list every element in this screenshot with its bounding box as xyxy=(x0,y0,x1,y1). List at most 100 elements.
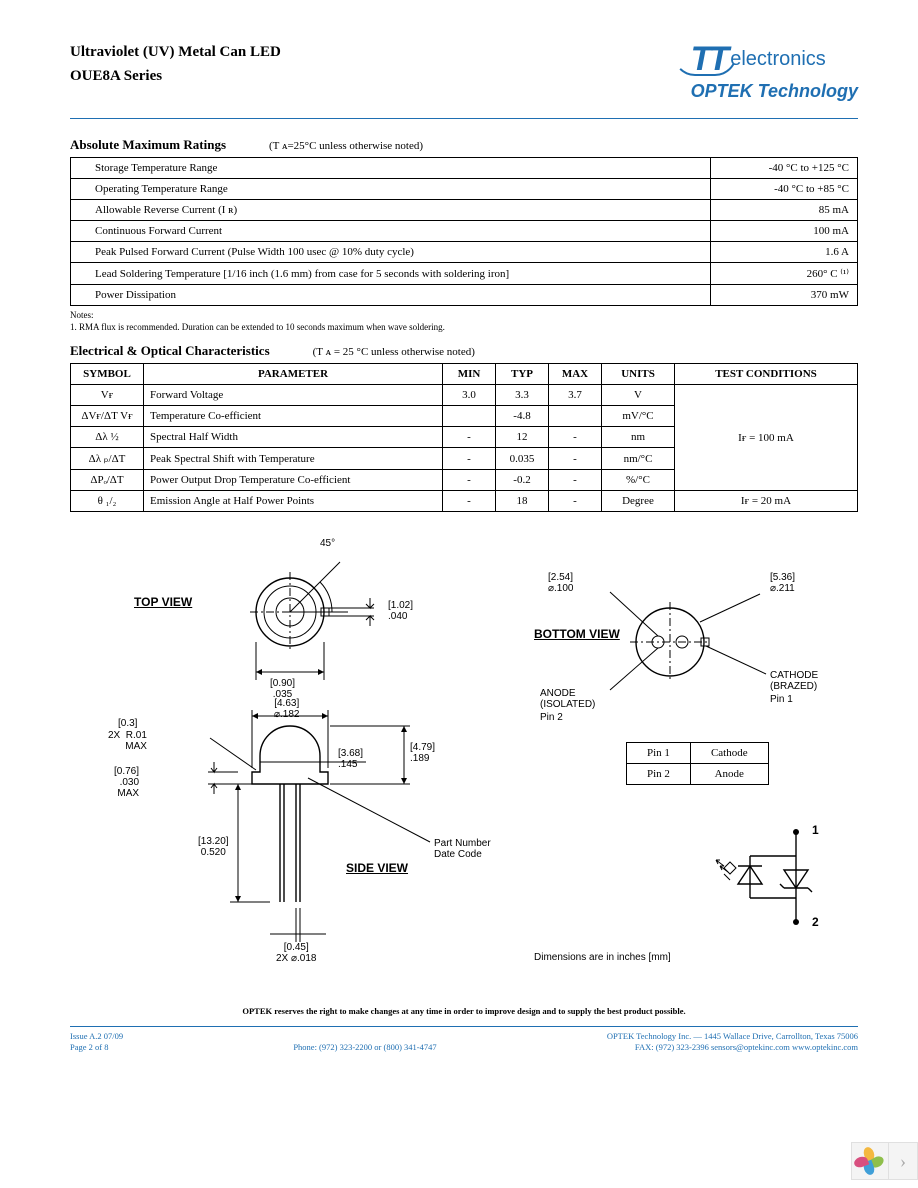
cell: Peak Spectral Shift with Temperature xyxy=(144,448,443,470)
footer-contact: FAX: (972) 323-2396 sensors@optekinc.com… xyxy=(607,1042,858,1053)
notes-label: Notes: xyxy=(70,310,858,322)
rating-label: Storage Temperature Range xyxy=(71,158,711,179)
cell: Δλ ₚ/ΔT xyxy=(71,448,144,470)
cell: - xyxy=(549,491,602,512)
cell: Forward Voltage xyxy=(144,385,443,406)
cell: -0.2 xyxy=(496,470,549,491)
cell: - xyxy=(549,448,602,470)
cell: Δλ ½ xyxy=(71,427,144,448)
next-page-chevron-icon[interactable]: › xyxy=(888,1143,917,1179)
dim-45: 45° xyxy=(320,538,335,549)
ratings-title: Absolute Maximum Ratings xyxy=(70,137,226,152)
table-row: Storage Temperature Range-40 °C to +125 … xyxy=(71,158,858,179)
table-row: Pin 1Cathode xyxy=(627,743,769,764)
footer-left: Issue A.2 07/09 Page 2 of 8 xyxy=(70,1031,123,1053)
rating-label: Continuous Forward Current xyxy=(71,221,711,242)
pin1-label: Pin 1 xyxy=(770,694,793,705)
table-row: θ ₁/₂Emission Angle at Half Power Points… xyxy=(71,491,858,512)
cell: Iғ = 20 mA xyxy=(675,491,858,512)
cell: 3.3 xyxy=(496,385,549,406)
mechanical-diagram: TOP VIEW 45° [1.02] .040 [0.90] .035 xyxy=(70,532,858,1002)
cell: ΔVғ/ΔT Vғ xyxy=(71,406,144,427)
title-block: Ultraviolet (UV) Metal Can LED OUE8A Ser… xyxy=(70,40,281,88)
cell: - xyxy=(443,491,496,512)
header-divider xyxy=(70,118,858,119)
table-row: Lead Soldering Temperature [1/16 inch (1… xyxy=(71,263,858,285)
chars-note: (T ᴀ = 25 °C unless otherwise noted) xyxy=(313,346,475,358)
table-row: Operating Temperature Range-40 °C to +85… xyxy=(71,179,858,200)
column-header: MAX xyxy=(549,364,602,385)
column-header: MIN xyxy=(443,364,496,385)
cell: mV/°C xyxy=(602,406,675,427)
footer-issue: Issue A.2 07/09 xyxy=(70,1031,123,1042)
ratings-heading-row: Absolute Maximum Ratings (T ᴀ=25°C unles… xyxy=(70,137,858,153)
cell: 0.035 xyxy=(496,448,549,470)
ratings-note: (T ᴀ=25°C unless otherwise noted) xyxy=(269,140,423,152)
title-line1: Ultraviolet (UV) Metal Can LED xyxy=(70,40,281,64)
top-view-label: TOP VIEW xyxy=(134,596,192,609)
bottom-view-label: BOTTOM VIEW xyxy=(534,628,620,641)
test-condition: Iғ = 100 mA xyxy=(675,385,858,491)
rating-value: 1.6 A xyxy=(711,242,858,263)
ratings-table: Storage Temperature Range-40 °C to +125 … xyxy=(70,157,858,306)
ratings-notes: Notes: 1. RMA flux is recommended. Durat… xyxy=(70,310,858,333)
cell: Spectral Half Width xyxy=(144,427,443,448)
dim-076: [0.76] .030 MAX xyxy=(114,766,139,799)
footer-page: Page 2 of 8 xyxy=(70,1042,123,1053)
cell: 12 xyxy=(496,427,549,448)
dim-368: [3.68] .145 xyxy=(338,748,363,770)
rating-value: 85 mA xyxy=(711,200,858,221)
schematic-symbol-svg xyxy=(710,822,840,942)
dim-463: [4.63] ⌀.182 xyxy=(274,698,299,720)
rating-label: Peak Pulsed Forward Current (Pulse Width… xyxy=(71,242,711,263)
cell: ΔPₒ/ΔT xyxy=(71,470,144,491)
footer: Issue A.2 07/09 Page 2 of 8 Phone: (972)… xyxy=(70,1031,858,1053)
cell xyxy=(549,406,602,427)
footer-divider xyxy=(70,1026,858,1027)
dim-254: [2.54] ⌀.100 xyxy=(548,572,573,594)
side-view-label: SIDE VIEW xyxy=(346,862,408,875)
rating-value: -40 °C to +125 °C xyxy=(711,158,858,179)
cathode-label: CATHODE (BRAZED) xyxy=(770,670,818,692)
dim-479: [4.79] .189 xyxy=(410,742,435,764)
dim-090: [0.90] .035 xyxy=(270,678,295,700)
dim-1320: [13.20] 0.520 xyxy=(198,836,229,858)
dim-102: [1.02] .040 xyxy=(388,600,413,622)
column-header: UNITS xyxy=(602,364,675,385)
logo-electronics: electronics xyxy=(730,48,826,71)
sym-pin2: 2 xyxy=(812,916,819,929)
cell: 18 xyxy=(496,491,549,512)
sym-pin1: 1 xyxy=(812,824,819,837)
cell: - xyxy=(443,448,496,470)
table-row: Allowable Reverse Current (I ʀ)85 mA xyxy=(71,200,858,221)
cell: - xyxy=(443,427,496,448)
footer-phone: Phone: (972) 323-2200 or (800) 341-4747 xyxy=(123,1042,607,1053)
pin-cell: Anode xyxy=(690,764,768,785)
column-header: PARAMETER xyxy=(144,364,443,385)
cell xyxy=(443,406,496,427)
cell: %/°C xyxy=(602,470,675,491)
dim-r03: [0.3] xyxy=(118,718,137,729)
pin-table: Pin 1CathodePin 2Anode xyxy=(626,742,769,785)
footer-addr: OPTEK Technology Inc. — 1445 Wallace Dri… xyxy=(607,1031,858,1042)
partnum-label: Part Number Date Code xyxy=(434,838,491,860)
chars-heading-row: Electrical & Optical Characteristics (T … xyxy=(70,343,858,359)
cell: -4.8 xyxy=(496,406,549,427)
footer-mid: Phone: (972) 323-2200 or (800) 341-4747 xyxy=(123,1031,607,1053)
cell: θ ₁/₂ xyxy=(71,491,144,512)
rating-label: Power Dissipation xyxy=(71,285,711,306)
dim-045: [0.45] 2X ⌀.018 xyxy=(276,942,317,964)
header-row: Ultraviolet (UV) Metal Can LED OUE8A Ser… xyxy=(70,40,858,102)
cell: Vғ xyxy=(71,385,144,406)
thumbnail-nav[interactable]: › xyxy=(851,1142,918,1180)
dim-536: [5.36] ⌀.211 xyxy=(770,572,795,594)
cell: nm xyxy=(602,427,675,448)
chars-title: Electrical & Optical Characteristics xyxy=(70,343,270,358)
footer-right: OPTEK Technology Inc. — 1445 Wallace Dri… xyxy=(607,1031,858,1053)
logo-block: TT electronics OPTEK Technology xyxy=(691,40,858,102)
flower-icon[interactable] xyxy=(852,1143,888,1179)
dim-r01: 2X R.01 MAX xyxy=(108,730,147,752)
table-row: Peak Pulsed Forward Current (Pulse Width… xyxy=(71,242,858,263)
cell: - xyxy=(443,470,496,491)
chars-table: SYMBOLPARAMETERMINTYPMAXUNITSTEST CONDIT… xyxy=(70,363,858,512)
